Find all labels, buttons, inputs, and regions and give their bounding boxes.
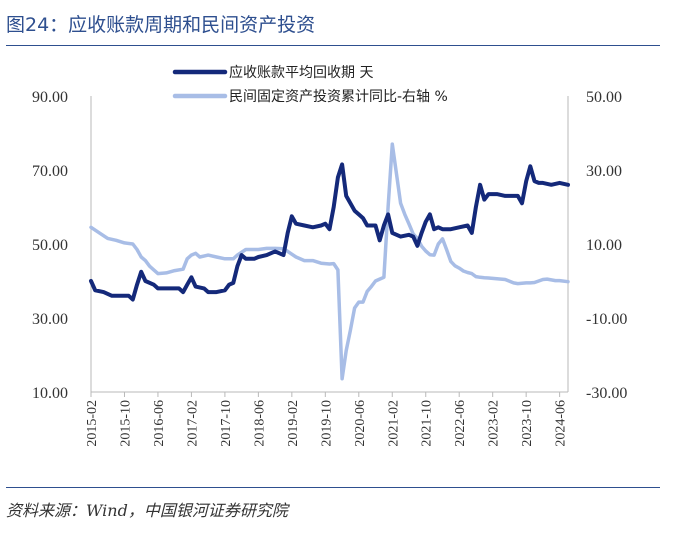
x-axis-tick-label: 2019-10 bbox=[319, 400, 334, 447]
page-title: 图24：应收账款周期和民间资产投资 bbox=[6, 14, 316, 36]
x-axis-tick-label: 2019-02 bbox=[286, 400, 301, 447]
x-axis-tick-label: 2024-06 bbox=[554, 400, 569, 447]
left-axis-tick-label: 90.00 bbox=[32, 89, 68, 106]
right-axis-tick-label: 10.00 bbox=[586, 237, 622, 254]
series-line-private-investment bbox=[89, 142, 570, 381]
series-line-receivables-period bbox=[89, 162, 570, 302]
x-axis-tick-label: 2021-10 bbox=[420, 400, 435, 447]
axes: 90.00 70.00 50.00 30.00 10.00 50.00 30.00 10.00… bbox=[32, 89, 627, 447]
right-axis-tick-label: 50.00 bbox=[586, 89, 622, 106]
left-axis-tick-label: 10.00 bbox=[32, 385, 68, 402]
left-axis-tick-label: 30.00 bbox=[32, 311, 68, 328]
x-axis-tick-label: 2023-10 bbox=[520, 400, 535, 447]
source-note: 资料来源：Wind，中国银河证券研究院 bbox=[6, 501, 288, 520]
x-axis-tick-label: 2018-06 bbox=[252, 400, 267, 447]
left-axis-tick-label: 50.00 bbox=[32, 237, 68, 254]
x-axis-tick-label: 2020-06 bbox=[353, 400, 368, 447]
x-axis-tick-label: 2023-02 bbox=[487, 400, 502, 447]
x-axis-tick-label: 2017-10 bbox=[219, 400, 234, 447]
source-divider bbox=[6, 487, 660, 488]
legend-label-receivables: 应收账款平均回收期 天 bbox=[229, 64, 373, 81]
legend-label-investment: 民间固定资产投资累计同比-右轴 % bbox=[229, 89, 448, 105]
right-axis-tick-label: -10.00 bbox=[586, 311, 627, 328]
left-axis-tick-label: 70.00 bbox=[32, 163, 68, 180]
right-axis-tick-label: 30.00 bbox=[586, 163, 622, 180]
x-axis-tick-label: 2022-06 bbox=[453, 400, 468, 447]
right-axis-tick-label: -30.00 bbox=[586, 385, 627, 402]
x-axis-tick-label: 2015-10 bbox=[118, 400, 133, 447]
x-axis-tick-label: 2015-02 bbox=[85, 400, 100, 447]
x-axis-tick-label: 2016-06 bbox=[152, 400, 167, 447]
title-divider bbox=[6, 45, 660, 46]
x-axis-tick-label: 2017-02 bbox=[185, 400, 200, 447]
series-lines bbox=[89, 142, 570, 381]
x-axis-tick-label: 2021-02 bbox=[386, 400, 401, 447]
